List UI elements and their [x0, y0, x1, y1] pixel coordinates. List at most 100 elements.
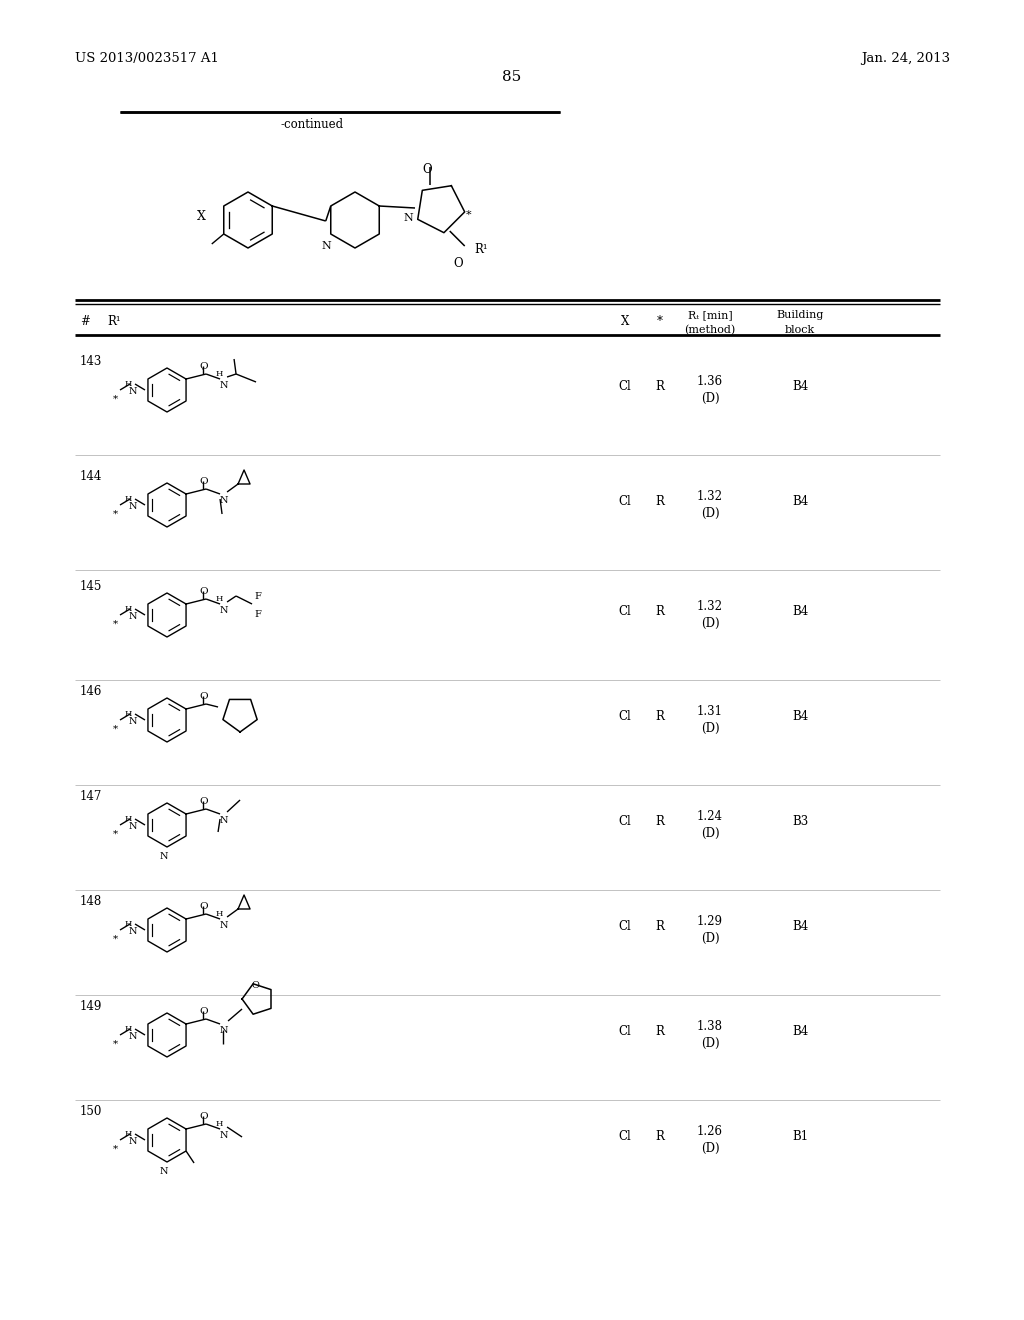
Text: X: X: [197, 210, 206, 223]
Text: 146: 146: [80, 685, 102, 698]
Text: 1.38: 1.38: [697, 1020, 723, 1034]
Text: O: O: [200, 902, 208, 911]
Text: (D): (D): [700, 1038, 719, 1049]
Text: R¹: R¹: [106, 315, 121, 327]
Text: N: N: [220, 496, 228, 506]
Text: H: H: [215, 909, 223, 917]
Text: *: *: [466, 210, 471, 219]
Text: R: R: [655, 814, 665, 828]
Text: (D): (D): [700, 392, 719, 405]
Text: N: N: [129, 387, 137, 396]
Text: O: O: [200, 797, 208, 807]
Text: Building: Building: [776, 310, 823, 319]
Text: O: O: [423, 162, 432, 176]
Text: H: H: [124, 920, 132, 928]
Text: H: H: [124, 1130, 132, 1138]
Text: N: N: [129, 717, 137, 726]
Text: *: *: [113, 510, 118, 519]
Text: N: N: [403, 213, 413, 223]
Text: *: *: [657, 315, 663, 327]
Text: Cl: Cl: [618, 605, 632, 618]
Text: O: O: [453, 257, 463, 271]
Text: 144: 144: [80, 470, 102, 483]
Text: R: R: [655, 710, 665, 723]
Text: R: R: [655, 920, 665, 933]
Text: R¹: R¹: [475, 243, 488, 256]
Text: N: N: [220, 1026, 228, 1035]
Text: N: N: [220, 606, 228, 615]
Text: block: block: [784, 325, 815, 335]
Text: Cl: Cl: [618, 380, 632, 393]
Text: Cl: Cl: [618, 1130, 632, 1143]
Text: O: O: [200, 477, 208, 486]
Text: X: X: [621, 315, 629, 327]
Text: R: R: [655, 605, 665, 618]
Text: B4: B4: [792, 380, 808, 393]
Text: 149: 149: [80, 1001, 102, 1012]
Text: 150: 150: [80, 1105, 102, 1118]
Text: Jan. 24, 2013: Jan. 24, 2013: [861, 51, 950, 65]
Text: N: N: [129, 1032, 137, 1041]
Text: O: O: [200, 1111, 208, 1121]
Text: R: R: [655, 380, 665, 393]
Text: B4: B4: [792, 920, 808, 933]
Text: Cl: Cl: [618, 814, 632, 828]
Text: N: N: [129, 1137, 137, 1146]
Text: Cl: Cl: [618, 1026, 632, 1038]
Text: N: N: [129, 927, 137, 936]
Text: O: O: [200, 692, 208, 701]
Text: O: O: [200, 587, 208, 597]
Text: B4: B4: [792, 605, 808, 618]
Text: -continued: -continued: [281, 117, 344, 131]
Text: *: *: [113, 725, 118, 734]
Text: (D): (D): [700, 932, 719, 945]
Text: 1.32: 1.32: [697, 490, 723, 503]
Text: (D): (D): [700, 507, 719, 520]
Text: N: N: [129, 822, 137, 832]
Text: R: R: [655, 1130, 665, 1143]
Text: F: F: [254, 591, 261, 601]
Text: *: *: [113, 1144, 118, 1154]
Text: 147: 147: [80, 789, 102, 803]
Text: US 2013/0023517 A1: US 2013/0023517 A1: [75, 51, 219, 65]
Text: N: N: [129, 612, 137, 620]
Text: B1: B1: [792, 1130, 808, 1143]
Text: Rₜ [min]: Rₜ [min]: [688, 310, 732, 319]
Text: 148: 148: [80, 895, 102, 908]
Text: H: H: [124, 495, 132, 503]
Text: N: N: [160, 1167, 168, 1176]
Text: N: N: [220, 816, 228, 825]
Text: B4: B4: [792, 1026, 808, 1038]
Text: N: N: [220, 381, 228, 389]
Text: *: *: [113, 830, 118, 840]
Text: N: N: [322, 242, 332, 251]
Text: 145: 145: [80, 579, 102, 593]
Text: (D): (D): [700, 828, 719, 840]
Text: F: F: [254, 610, 261, 619]
Text: *: *: [113, 395, 118, 404]
Text: Cl: Cl: [618, 495, 632, 508]
Text: 1.24: 1.24: [697, 810, 723, 822]
Text: (D): (D): [700, 1142, 719, 1155]
Text: H: H: [124, 1026, 132, 1034]
Text: O: O: [200, 1007, 208, 1016]
Text: Cl: Cl: [618, 920, 632, 933]
Text: H: H: [124, 814, 132, 822]
Text: O: O: [251, 981, 259, 990]
Text: N: N: [220, 1131, 228, 1140]
Text: #: #: [80, 315, 90, 327]
Text: (D): (D): [700, 722, 719, 735]
Text: *: *: [113, 935, 118, 944]
Text: *: *: [113, 1040, 118, 1049]
Text: R: R: [655, 495, 665, 508]
Text: Cl: Cl: [618, 710, 632, 723]
Text: H: H: [215, 595, 223, 603]
Text: 1.31: 1.31: [697, 705, 723, 718]
Text: (D): (D): [700, 616, 719, 630]
Text: B4: B4: [792, 710, 808, 723]
Text: 143: 143: [80, 355, 102, 368]
Text: O: O: [200, 362, 208, 371]
Text: 1.26: 1.26: [697, 1125, 723, 1138]
Text: (method): (method): [684, 325, 735, 335]
Text: H: H: [124, 605, 132, 612]
